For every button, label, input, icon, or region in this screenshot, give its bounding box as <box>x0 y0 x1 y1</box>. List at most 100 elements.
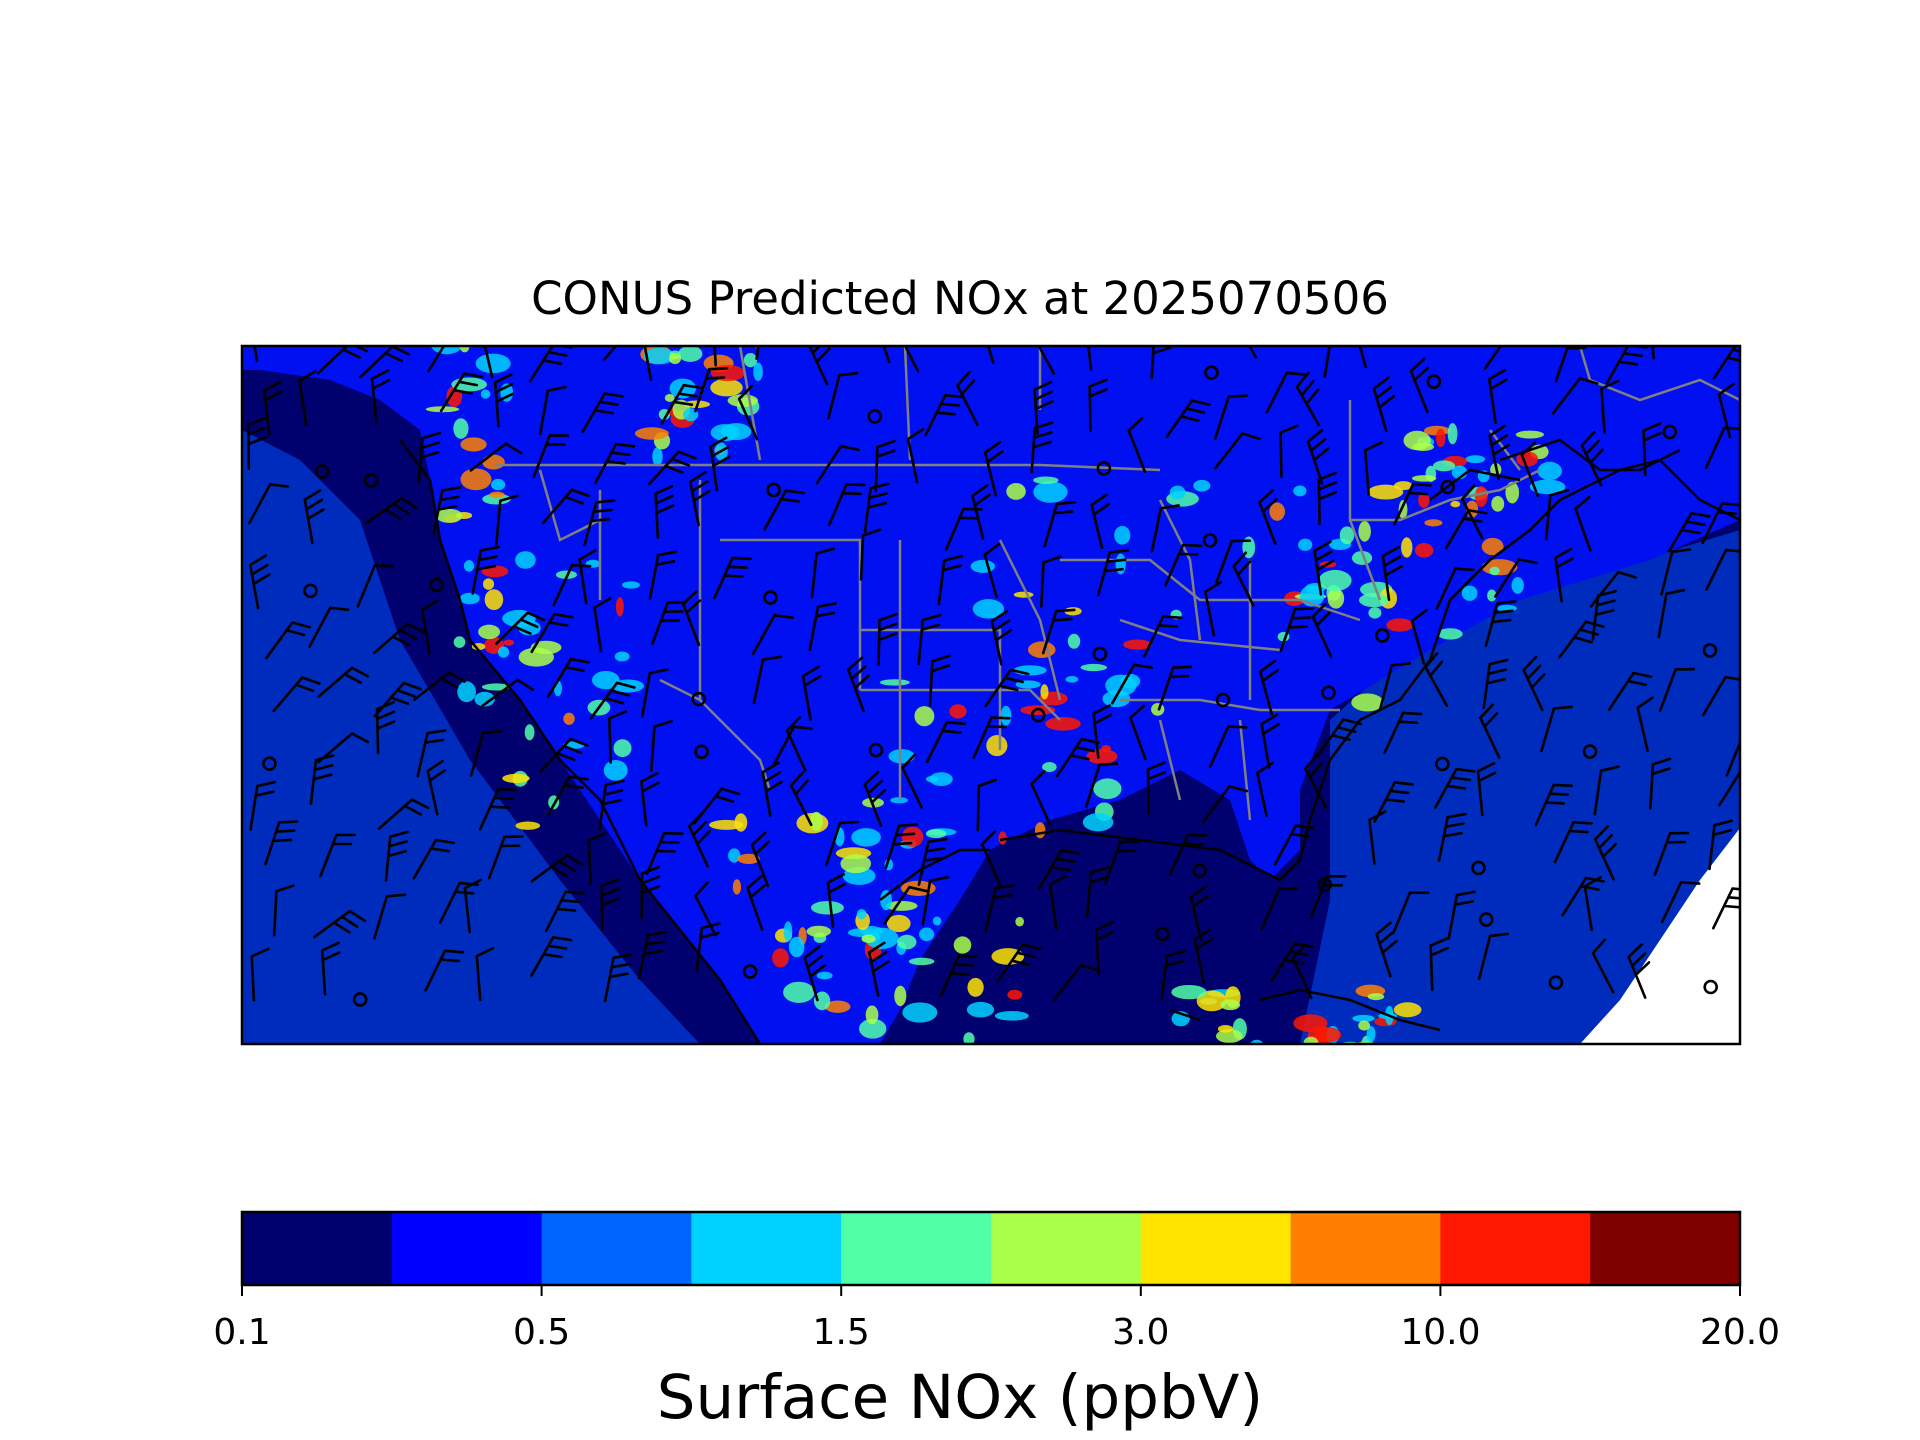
wind-barb <box>1037 346 1056 375</box>
nox-hotspot <box>1433 460 1456 472</box>
nox-hotspot <box>1474 485 1488 507</box>
nox-hotspot <box>816 971 833 980</box>
wind-barb <box>1482 658 1509 710</box>
nox-hotspot <box>474 691 495 707</box>
wind-barb <box>1636 696 1654 752</box>
nox-hotspot <box>1487 589 1497 602</box>
nox-hotspot <box>810 811 823 832</box>
wind-barb <box>884 823 919 870</box>
wind-barb <box>587 832 607 886</box>
wind-barb <box>1323 346 1331 378</box>
wind-barb <box>538 385 567 436</box>
state-borders <box>495 346 1740 821</box>
wind-barb <box>917 837 948 886</box>
wind-barb <box>1291 943 1313 1000</box>
wind-barb <box>983 542 1001 599</box>
nox-hotspot <box>480 389 491 399</box>
wind-barb <box>1043 501 1077 548</box>
wind-barb <box>1424 652 1449 707</box>
nox-hotspot <box>710 378 743 397</box>
wind-barb <box>1627 943 1651 999</box>
wind-barb <box>1522 655 1546 712</box>
wind-barb <box>945 507 983 551</box>
wind-barb <box>901 753 923 809</box>
wind-barb <box>1667 512 1711 553</box>
wind-barb <box>541 488 591 525</box>
coastline <box>399 438 1740 1044</box>
wind-barb <box>373 681 423 718</box>
nox-hotspot <box>902 1002 938 1023</box>
wind-barb <box>737 384 759 441</box>
nox-hotspot <box>824 1000 851 1013</box>
wind-barb <box>976 778 998 832</box>
colorbar-bin <box>691 1212 842 1285</box>
nox-hotspot <box>865 1005 879 1025</box>
calm-wind-circle <box>1030 707 1046 723</box>
wind-barb <box>917 613 942 666</box>
wind-barb <box>688 812 712 868</box>
calm-wind-circle <box>763 590 778 605</box>
nox-hotspot <box>1489 566 1500 576</box>
wind-barb <box>863 770 887 827</box>
wind-barb <box>413 671 466 701</box>
colorbar <box>242 1212 1741 1285</box>
nox-hotspot <box>897 934 917 950</box>
wind-barb <box>249 780 277 831</box>
nox-hotspot <box>1293 1014 1328 1033</box>
wind-barb <box>1232 551 1255 607</box>
wind-barb <box>603 346 618 361</box>
nox-hotspot <box>1171 984 1207 1000</box>
nox-hotspot <box>1386 618 1414 632</box>
wind-barb <box>637 930 668 980</box>
wind-barb <box>581 392 624 434</box>
nox-hotspot <box>1529 479 1566 495</box>
wind-barb <box>1410 609 1428 665</box>
nox-hotspot <box>1418 492 1430 508</box>
wind-barb <box>660 383 703 425</box>
nox-hotspot <box>453 418 469 439</box>
wind-barb <box>1600 379 1620 434</box>
wind-barb <box>1048 874 1068 930</box>
nox-hotspot <box>734 813 748 832</box>
nox-hotspot <box>491 478 506 491</box>
calm-wind-circle <box>1662 424 1678 440</box>
nox-hotspot <box>1352 1014 1375 1023</box>
wind-barb <box>1146 761 1167 815</box>
nox-hotspot <box>743 353 758 368</box>
wind-barb <box>469 442 523 472</box>
nox-hotspot <box>1327 588 1345 609</box>
wind-barb <box>1607 671 1653 711</box>
wind-barb <box>1494 558 1539 598</box>
wind-barb <box>608 710 628 764</box>
colorbar-bin <box>1440 1212 1591 1285</box>
nox-hotspot <box>678 346 703 362</box>
wind-barb <box>432 486 462 535</box>
wind-barb <box>1260 713 1280 769</box>
calm-wind-circle <box>1548 975 1564 990</box>
wind-barb <box>359 346 411 379</box>
wind-barb <box>1090 493 1111 550</box>
wind-barb <box>463 878 483 934</box>
wind-barb <box>1265 371 1306 414</box>
nox-hotspot <box>901 826 924 847</box>
wind-barb <box>761 761 783 817</box>
wind-barb <box>937 554 964 606</box>
wind-barb <box>249 554 271 610</box>
wind-barb <box>416 729 447 778</box>
nox-hotspot <box>886 914 911 933</box>
wind-barb <box>939 954 978 998</box>
wind-barb <box>264 820 299 866</box>
nox-hotspot <box>1102 690 1131 708</box>
wind-barb <box>529 346 573 383</box>
wind-barb <box>1429 937 1449 991</box>
nox-hotspot <box>482 493 511 505</box>
nox-hotspot <box>1358 1020 1371 1031</box>
wind-barb <box>1660 548 1692 596</box>
wind-barb <box>1150 504 1180 553</box>
wind-barb <box>480 678 535 708</box>
wind-barb <box>439 372 484 413</box>
wind-barb <box>1316 718 1363 757</box>
wind-barb <box>648 550 678 600</box>
wind-barb <box>645 831 684 875</box>
wind-barb <box>752 655 783 705</box>
